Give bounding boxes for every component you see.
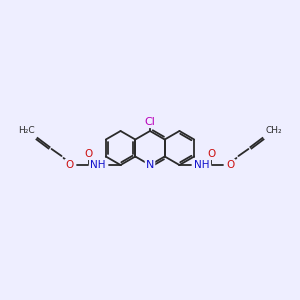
- Text: NH: NH: [194, 160, 210, 170]
- Text: O: O: [226, 160, 235, 170]
- Text: O: O: [65, 160, 74, 170]
- Text: O: O: [84, 149, 93, 159]
- Text: N: N: [146, 160, 154, 170]
- Text: H₂C: H₂C: [18, 126, 34, 135]
- Text: O: O: [207, 149, 216, 159]
- Text: CH₂: CH₂: [266, 126, 282, 135]
- Text: Cl: Cl: [145, 117, 155, 127]
- Text: NH: NH: [90, 160, 106, 170]
